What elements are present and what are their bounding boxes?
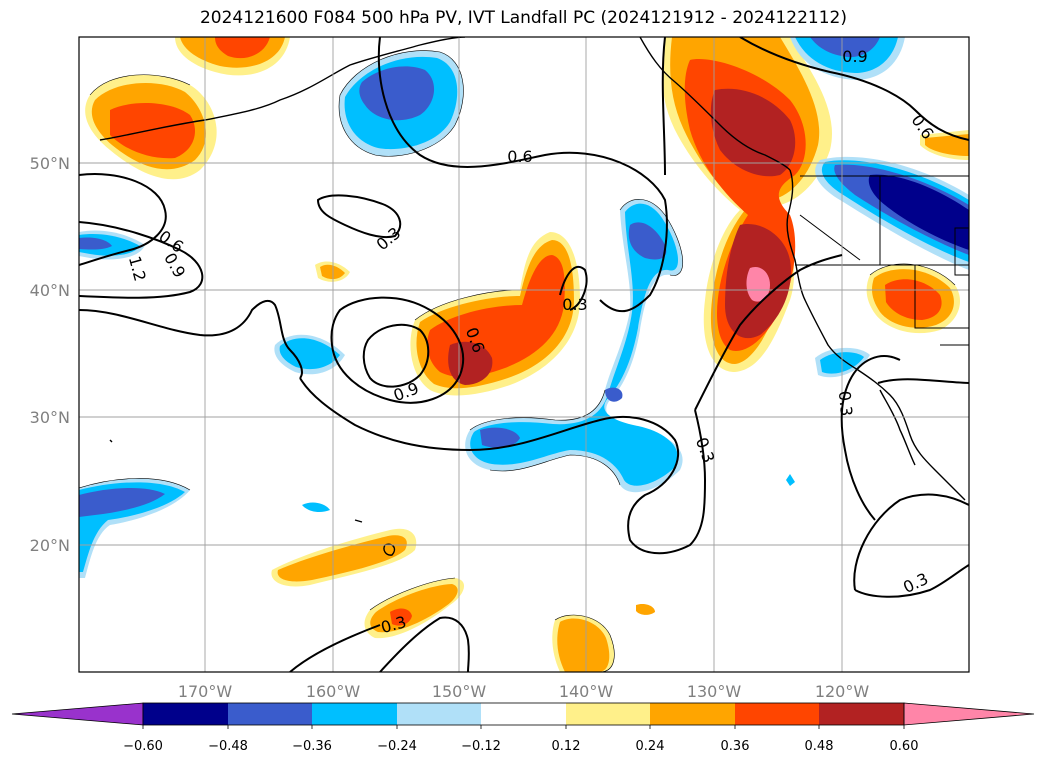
colorbar-tick-label: 0.36 [721,739,750,754]
pv-negative-region [359,66,435,121]
pv-positive-region [925,134,969,156]
pv-positive-region [390,608,412,626]
pv-negative-region [79,487,165,517]
colorbar-tick-label: −0.12 [461,739,501,754]
pv-positive-region [636,603,655,615]
lat-tick-label: 40°N [30,281,70,300]
colorbar-tick-label: −0.48 [208,739,248,754]
lon-tick-label: 140°W [559,682,614,701]
gridlines [79,37,969,672]
colorbar-segment [735,703,819,725]
colorbar-tick-label: 0.48 [805,739,834,754]
pv-positive-region [215,37,270,59]
pv-contours [79,37,969,672]
pv-negative-region [810,37,880,58]
pv-negative-region [628,222,667,260]
pv-negative-region [79,237,112,250]
colorbar-tick-label: 0.60 [890,739,919,754]
contour-label: 0.9 [842,47,867,66]
colorbar-tick-label: −0.24 [377,739,417,754]
colorbar-segment [228,703,312,725]
pv-negative-region [465,199,683,493]
map-frame [78,36,970,673]
pv-positive-region [557,618,610,672]
lat-tick-label: 30°N [30,408,70,427]
colorbar-extend-high [903,702,1035,726]
map-title: 2024121600 F084 500 hPa PV, IVT Landfall… [199,8,847,28]
colorbar-segment [397,703,481,725]
colorbar-tick-label: −0.60 [123,739,163,754]
shaded-fields: 0.9 0.6 0.6 1.2 0.9 0.3 0.6 0.3 0.9 0.3 … [79,37,969,672]
pv-negative-region [605,387,623,402]
colorbar-segment [819,703,904,725]
pv-positive-region [746,266,770,302]
contour-label: 0.6 [507,147,532,166]
pv-positive-region [885,279,942,320]
pv-negative-region [302,502,330,513]
lon-tick-label: 150°W [432,682,487,701]
colorbar-segment [566,703,650,725]
colorbar-tick-label: 0.12 [552,739,581,754]
pv-positive-region [110,103,195,159]
pv-negative-region [480,427,520,448]
pv-negative-region [868,174,969,250]
pv-positive-region [710,88,796,177]
pv-negative-region [279,338,340,370]
contour-label: 0.3 [562,295,587,314]
lat-tick-label: 50°N [30,154,70,173]
colorbar-segment [143,703,228,725]
colorbar-segment [312,703,397,725]
lon-tick-label: 120°W [815,682,870,701]
pv-positive-region [277,535,407,582]
lon-tick-label: 170°W [178,682,233,701]
lon-tick-label: 160°W [306,682,361,701]
contour-label: 0.3 [835,390,856,417]
pv-negative-region [786,474,795,486]
lon-tick-label: 130°W [687,682,742,701]
colorbar-tick-label: 0.24 [636,739,665,754]
pv-negative-region [470,203,679,486]
colorbar-tick-label: −0.36 [292,739,332,754]
colorbar-segment [650,703,735,725]
colorbar-extend-low [11,702,144,726]
lat-tick-label: 20°N [30,536,70,555]
borders [795,175,969,346]
colorbar-segment [481,703,566,725]
pv-positive-region [320,264,345,280]
colorbar: −0.60 −0.48 −0.36 −0.24 −0.12 0.12 0.24 … [11,702,1035,754]
